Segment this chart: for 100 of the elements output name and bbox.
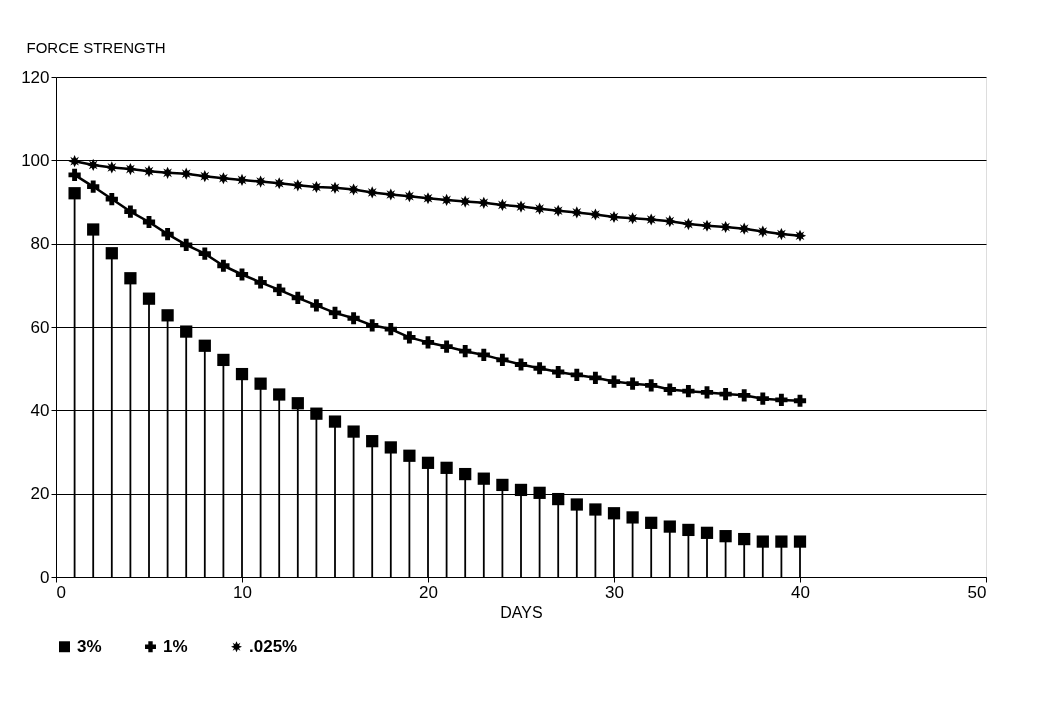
point: [291, 179, 304, 192]
x-tick-label: 20: [419, 582, 438, 602]
point: [180, 167, 193, 180]
point: [775, 535, 788, 548]
y-tick-label: 60: [30, 317, 50, 337]
point: [254, 175, 267, 188]
point: [421, 456, 435, 469]
point: [198, 339, 211, 352]
point: [477, 348, 490, 362]
point: [105, 192, 118, 206]
point: [310, 299, 323, 312]
y-tick-label: 20: [30, 484, 50, 504]
point: [366, 435, 379, 448]
point: [626, 511, 639, 524]
point: [607, 375, 621, 388]
point: [533, 362, 546, 375]
point: [719, 530, 732, 543]
point: [477, 472, 490, 485]
point: [663, 520, 676, 533]
point: [626, 377, 639, 390]
point: [552, 365, 565, 379]
legend-label: .025%: [249, 636, 298, 656]
point: [68, 187, 81, 200]
y-tick-label: 120: [21, 67, 50, 87]
point: [217, 353, 230, 367]
x-tick-label: 30: [605, 582, 624, 602]
point: [700, 386, 714, 399]
point: [533, 486, 546, 499]
point: [663, 383, 676, 396]
point: [756, 535, 769, 548]
point: [738, 222, 751, 235]
point: [291, 291, 304, 304]
x-tick-label: 40: [791, 582, 810, 602]
point: [719, 220, 732, 234]
point: [142, 292, 156, 305]
point: [403, 331, 416, 344]
point: [87, 158, 100, 172]
point: [347, 312, 360, 325]
point: [180, 238, 193, 252]
point: [496, 198, 509, 212]
point: [366, 319, 379, 332]
point: [403, 449, 416, 462]
point: [533, 202, 546, 215]
point: [756, 392, 769, 405]
point: [514, 358, 528, 371]
point: [496, 478, 509, 492]
point: [273, 283, 286, 297]
point: [589, 503, 602, 516]
point: [254, 377, 267, 390]
point: [793, 229, 807, 242]
legend-label: 3%: [77, 636, 102, 656]
point: [700, 219, 714, 232]
y-tick-label: 40: [30, 400, 50, 420]
point: [645, 379, 658, 392]
x-axis-title: DAYS: [500, 603, 543, 621]
point: [347, 425, 360, 438]
legend-label: 1%: [163, 636, 188, 656]
point: [235, 173, 249, 187]
point: [217, 259, 230, 272]
point: [384, 441, 397, 454]
point: [459, 467, 472, 481]
point: [198, 170, 211, 183]
point: [384, 322, 397, 336]
point: [180, 325, 193, 338]
point: [589, 371, 602, 384]
point: [347, 183, 360, 196]
point: [87, 223, 100, 236]
point: [87, 180, 100, 193]
point: [459, 345, 472, 358]
point: [793, 535, 807, 548]
x-tick-label: 50: [967, 582, 987, 602]
point: [645, 516, 658, 529]
point: [328, 306, 342, 319]
point: [738, 389, 751, 402]
point: [477, 196, 490, 209]
point: [700, 526, 714, 539]
point: [514, 200, 528, 213]
y-tick-label: 0: [40, 567, 50, 587]
point: [552, 492, 565, 506]
point: [124, 272, 137, 285]
point: [105, 247, 118, 260]
point: [68, 168, 81, 182]
point: [607, 210, 621, 224]
point: [440, 340, 453, 353]
point: [217, 172, 230, 185]
point: [310, 407, 323, 420]
point: [291, 397, 304, 410]
point: [496, 353, 509, 367]
point: [161, 309, 174, 322]
point: [738, 532, 751, 546]
point: [682, 217, 695, 231]
point: [328, 415, 342, 428]
x-tick-label: 10: [233, 582, 252, 602]
point: [161, 227, 174, 241]
point: [793, 394, 807, 407]
y-tick-label: 80: [30, 234, 50, 254]
point: [328, 181, 342, 194]
point: [310, 180, 323, 194]
x-tick-label: 0: [56, 582, 66, 602]
point: [440, 461, 453, 474]
